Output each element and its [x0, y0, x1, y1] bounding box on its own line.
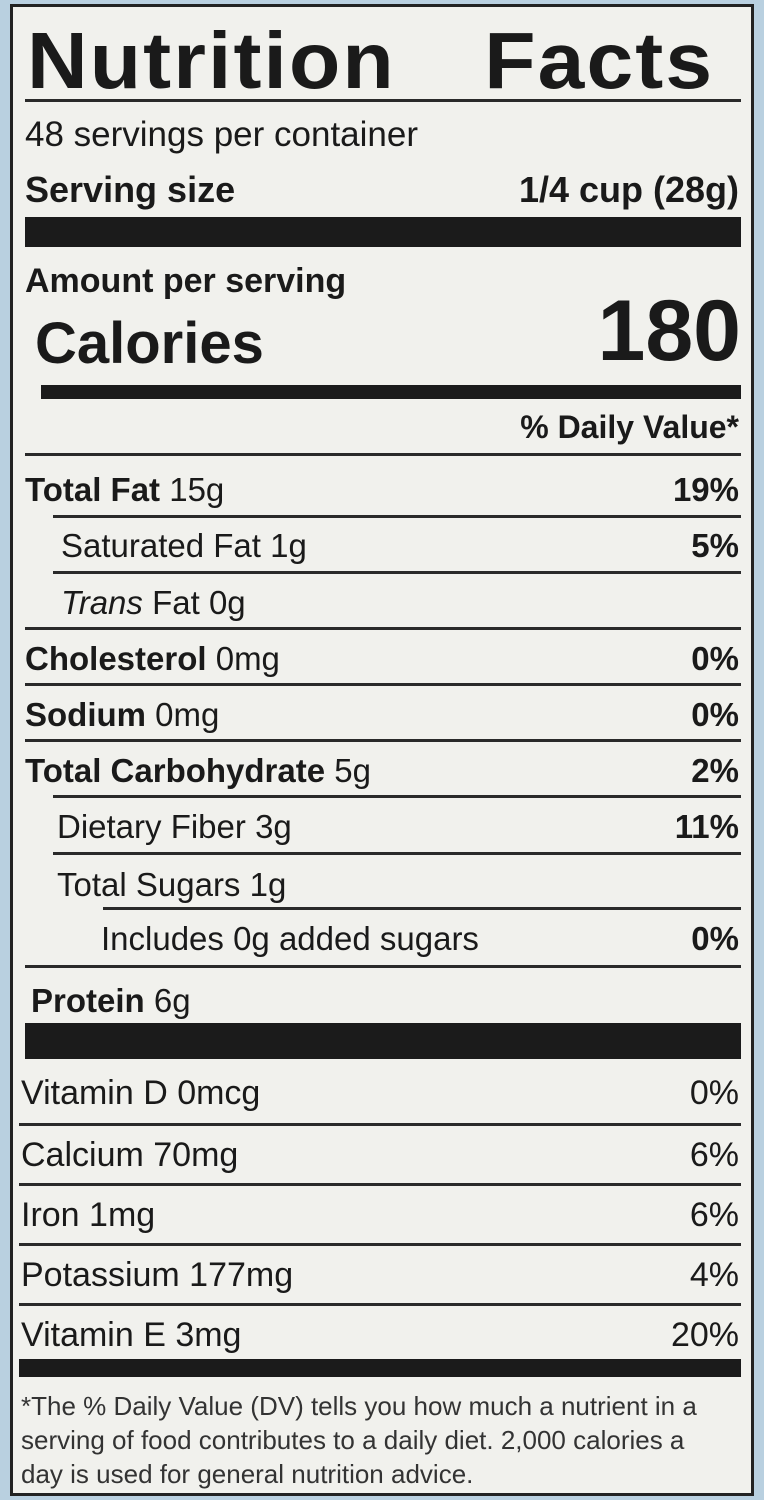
vitamin-row: Vitamin E 3mg 20% — [21, 1307, 739, 1363]
nutrient-amount: 5g — [334, 752, 371, 789]
thick-divider — [25, 217, 741, 247]
divider — [53, 571, 741, 574]
nutrient-row-protein: Protein 6g — [25, 973, 739, 1029]
servings-per-container: 48 servings per container — [25, 115, 418, 154]
nutrient-name: Sodium — [25, 696, 146, 733]
nutrient-row-total-carbohydrate: Total Carbohydrate 5g 2% — [25, 743, 739, 799]
vitamin-name: Vitamin D 0mcg — [21, 1073, 261, 1112]
divider — [25, 453, 741, 456]
divider — [19, 1303, 741, 1306]
nutrient-dv: 19% — [672, 471, 739, 508]
nutrient-amount: 0mg — [215, 640, 280, 677]
nutrient-amount: 3g — [255, 808, 292, 845]
nutrient-dv: 0% — [691, 920, 739, 957]
divider — [103, 907, 741, 910]
divider — [19, 1243, 741, 1246]
nutrient-row-sodium: Sodium 0mg 0% — [25, 687, 739, 743]
divider — [25, 739, 741, 742]
vitamin-name: Calcium 70mg — [21, 1135, 239, 1174]
nutrient-row-saturated-fat: Saturated Fat 1g 5% — [25, 518, 739, 574]
nutrient-amount: 15g — [169, 471, 225, 508]
nutrition-facts-label: Nutrition Facts 48 servings per containe… — [10, 4, 754, 1496]
divider — [25, 627, 741, 630]
nutrient-row-total-sugars: Total Sugars 1g — [25, 857, 739, 913]
nutrient-row-added-sugars: Includes 0g added sugars 0% — [25, 911, 739, 967]
divider — [19, 1123, 741, 1126]
vitamin-row: Iron 1mg 6% — [21, 1187, 739, 1243]
daily-value-header: % Daily Value* — [520, 409, 739, 445]
nutrient-name: Includes 0g added sugars — [101, 920, 479, 957]
nutrient-dv: 0% — [691, 696, 739, 733]
serving-size-value: 1/4 cup (28g) — [518, 169, 739, 210]
nutrient-row-cholesterol: Cholesterol 0mg 0% — [25, 631, 739, 687]
nutrient-name: Total Sugars — [57, 866, 241, 903]
vitamin-dv: 20% — [670, 1315, 739, 1354]
vitamin-name: Iron 1mg — [21, 1195, 156, 1234]
nutrient-dv: 11% — [674, 808, 739, 845]
nutrient-name-suffix: Fat — [152, 584, 200, 621]
medium-divider — [41, 385, 741, 399]
divider — [53, 795, 741, 798]
nutrient-name: Dietary Fiber — [57, 808, 246, 845]
vitamin-name: Potassium 177mg — [21, 1255, 294, 1294]
serving-size-row: Serving size 1/4 cup (28g) — [25, 162, 739, 218]
vitamin-dv: 6% — [689, 1195, 739, 1234]
medium-divider — [19, 1359, 741, 1377]
nutrient-dv: 2% — [691, 752, 739, 789]
calories-label: Calories — [35, 311, 264, 376]
nutrient-amount: 0mg — [155, 696, 220, 733]
nutrient-name: Trans — [61, 584, 143, 621]
label-title: Nutrition Facts — [27, 16, 715, 105]
nutrient-dv: 5% — [691, 527, 739, 564]
nutrient-amount: 1g — [249, 866, 287, 903]
divider — [25, 683, 741, 686]
nutrient-amount: 6g — [153, 982, 191, 1019]
nutrient-row-trans-fat: Trans Fat 0g — [25, 575, 739, 631]
footnote: *The % Daily Value (DV) tells you how mu… — [21, 1391, 697, 1489]
vitamin-row: Potassium 177mg 4% — [21, 1247, 739, 1303]
vitamin-name: Vitamin E 3mg — [21, 1315, 242, 1354]
nutrient-dv: 0% — [691, 640, 739, 677]
vitamin-dv: 0% — [689, 1073, 739, 1112]
serving-size-label: Serving size — [25, 169, 236, 210]
vitamin-row: Vitamin D 0mcg 0% — [21, 1065, 739, 1121]
vitamin-dv: 4% — [689, 1255, 739, 1294]
calories-value: 180 — [597, 283, 742, 379]
nutrient-amount: 0g — [208, 584, 246, 621]
nutrient-amount: 1g — [270, 527, 307, 564]
nutrient-name: Protein — [31, 982, 145, 1019]
divider — [25, 965, 741, 968]
nutrient-name: Total Fat — [25, 471, 161, 508]
divider — [19, 1183, 741, 1186]
nutrient-name: Saturated Fat — [61, 527, 261, 564]
divider — [53, 852, 741, 855]
divider — [53, 515, 741, 518]
thick-divider — [25, 1023, 741, 1059]
nutrient-name: Cholesterol — [25, 640, 207, 677]
amount-per-serving: Amount per serving — [25, 262, 347, 300]
nutrient-row-total-fat: Total Fat 15g 19% — [25, 462, 739, 518]
nutrient-name: Total Carbohydrate — [25, 752, 326, 789]
vitamin-row: Calcium 70mg 6% — [21, 1127, 739, 1183]
nutrient-row-dietary-fiber: Dietary Fiber 3g 11% — [25, 799, 739, 855]
divider — [25, 99, 741, 102]
vitamin-dv: 6% — [689, 1135, 739, 1174]
